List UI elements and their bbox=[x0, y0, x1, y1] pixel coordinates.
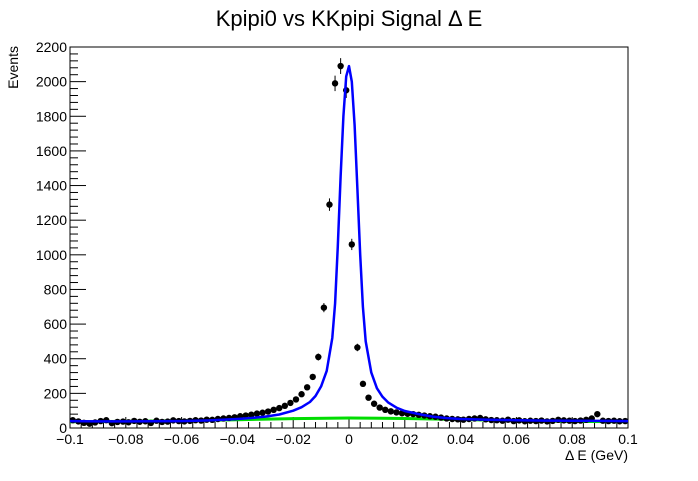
signal-fit-line bbox=[69, 64, 629, 423]
data-marker bbox=[309, 373, 316, 381]
data-point bbox=[253, 410, 261, 417]
data-point bbox=[387, 408, 395, 415]
y-tick-label: 2000 bbox=[36, 74, 67, 90]
data-point bbox=[326, 198, 333, 211]
data-marker bbox=[365, 394, 372, 401]
data-marker bbox=[387, 408, 395, 415]
data-point bbox=[393, 409, 400, 416]
data-marker bbox=[264, 408, 272, 415]
y-tick-label: 200 bbox=[44, 385, 68, 401]
data-point bbox=[281, 402, 289, 410]
x-tick-label: −0.02 bbox=[275, 431, 311, 447]
data-point bbox=[365, 394, 372, 401]
data-point bbox=[303, 384, 311, 391]
data-marker bbox=[276, 404, 283, 412]
plot-area: −0.1 −0.08 −0.06 −0.04 −0.02 0 0.02 0.04 0.06 0.0… bbox=[36, 39, 638, 447]
y-tick-label: 400 bbox=[44, 351, 68, 367]
data-marker bbox=[270, 406, 277, 414]
data-marker bbox=[259, 409, 266, 416]
y-tick-label: 600 bbox=[44, 316, 68, 332]
data-marker bbox=[359, 380, 367, 388]
x-axis-label: Δ E (GeV) bbox=[565, 447, 628, 463]
data-point bbox=[276, 404, 283, 412]
data-marker bbox=[287, 399, 294, 407]
x-tick-label: −0.08 bbox=[108, 431, 144, 447]
plot-frame bbox=[69, 46, 629, 429]
data-point bbox=[331, 75, 339, 92]
x-tick-label: 0 bbox=[345, 431, 353, 447]
x-tick-label: 0.04 bbox=[447, 431, 474, 447]
data-point bbox=[270, 406, 277, 414]
data-point bbox=[287, 399, 294, 407]
x-tick-label: 0.02 bbox=[391, 431, 418, 447]
y-tick-label: 1000 bbox=[36, 247, 67, 263]
data-point bbox=[320, 303, 328, 313]
data-point bbox=[259, 409, 266, 416]
data-marker bbox=[292, 396, 300, 403]
y-tick-label: 800 bbox=[44, 281, 68, 297]
data-point bbox=[315, 353, 322, 361]
x-tick-label: −0.06 bbox=[164, 431, 200, 447]
data-marker bbox=[382, 406, 389, 414]
data-marker bbox=[370, 400, 378, 407]
data-point bbox=[264, 408, 272, 415]
x-tick-label: −0.1 bbox=[56, 431, 84, 447]
data-point bbox=[354, 343, 361, 352]
data-point bbox=[376, 404, 383, 411]
data-marker bbox=[303, 384, 311, 391]
y-tick-label: 1400 bbox=[36, 178, 67, 194]
data-marker bbox=[376, 404, 383, 411]
data-marker bbox=[348, 241, 355, 248]
data-point bbox=[248, 411, 255, 418]
data-marker bbox=[594, 410, 601, 418]
y-tick-label: 0 bbox=[59, 420, 67, 436]
data-marker bbox=[354, 344, 361, 351]
y-axis-label: Events bbox=[5, 46, 21, 89]
chart-title: Kpipi0 vs KKpipi Signal Δ E bbox=[216, 6, 483, 31]
x-tick-label: 0.06 bbox=[503, 431, 530, 447]
data-point bbox=[292, 396, 300, 403]
data-point bbox=[370, 400, 378, 407]
x-tick-label: −0.04 bbox=[220, 431, 256, 447]
x-tick-label: 0.1 bbox=[618, 431, 638, 447]
data-point bbox=[337, 58, 344, 74]
data-point bbox=[348, 238, 355, 251]
data-marker bbox=[248, 411, 255, 418]
data-point bbox=[594, 410, 601, 418]
data-marker bbox=[337, 62, 344, 70]
data-point bbox=[382, 406, 389, 414]
data-marker bbox=[320, 304, 328, 311]
x-tick-label: 0.08 bbox=[559, 431, 586, 447]
data-point bbox=[298, 391, 305, 398]
y-tick-label: 1800 bbox=[36, 108, 67, 124]
data-marker bbox=[315, 353, 322, 361]
data-point bbox=[309, 373, 316, 381]
y-tick-label: 1600 bbox=[36, 143, 67, 159]
data-marker bbox=[393, 409, 400, 416]
data-marker bbox=[298, 391, 305, 398]
data-marker bbox=[281, 402, 289, 410]
data-marker bbox=[253, 410, 261, 417]
data-point bbox=[359, 380, 367, 388]
data-marker bbox=[331, 80, 339, 87]
y-tick-label: 2200 bbox=[36, 39, 67, 55]
y-tick-label: 1200 bbox=[36, 212, 67, 228]
data-marker bbox=[326, 201, 333, 208]
